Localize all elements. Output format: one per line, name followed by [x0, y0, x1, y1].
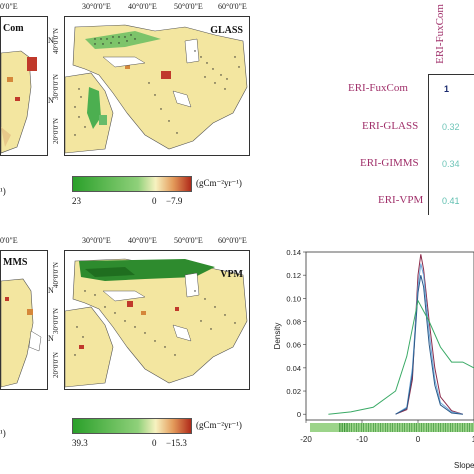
- lat-tick: 30°0'0"N: [52, 308, 60, 334]
- legend-zero-1: 0: [152, 196, 157, 206]
- matrix-cell: 1: [444, 84, 450, 94]
- y-tick-label: 0: [297, 410, 301, 419]
- lat-tick: N: [48, 334, 54, 343]
- matrix-row-label: ERI-VPM: [378, 194, 424, 206]
- lon-tick-partial: 0'0"E: [0, 2, 18, 11]
- lon-tick-partial: 0'0"E: [0, 236, 18, 245]
- legend-colorbar-2: [72, 418, 192, 434]
- y-tick-label: 0.10: [286, 294, 301, 303]
- lat-tick: 30°0'0"N: [52, 74, 60, 100]
- lon-tick: 30°0'0"E: [82, 2, 111, 11]
- map-vpm: VPM: [64, 250, 250, 390]
- map-gimms-partial: MMS: [0, 250, 48, 390]
- lat-tick: N: [48, 36, 54, 45]
- legend-min-2: 39.3: [72, 438, 88, 448]
- legend-min-1: 23: [72, 196, 81, 206]
- x-tick-label: -20: [300, 435, 312, 444]
- unit-partial-bottom: ¹): [0, 428, 6, 438]
- x-tick-label: -10: [356, 435, 368, 444]
- map-label-vpm: VPM: [220, 269, 243, 280]
- x-tick-label: 0: [416, 435, 421, 444]
- lon-tick: 60°0'0"E: [218, 2, 247, 11]
- lat-tick: 40°0'0"N: [52, 28, 60, 54]
- lon-tick: 60°0'0"E: [218, 236, 247, 245]
- matrix-cell: 0.32: [442, 122, 460, 132]
- density-series-line: [395, 263, 463, 415]
- legend-max-1: −7.9: [166, 196, 183, 206]
- density-series-line: [395, 275, 463, 415]
- y-tick-label: 0.02: [286, 387, 301, 396]
- matrix-cell: 0.34: [442, 159, 460, 169]
- legend-zero-2: 0: [152, 438, 157, 448]
- lat-tick: 20°0'0"N: [52, 118, 60, 144]
- matrix-col-header: ERI-FuxCom: [434, 4, 446, 64]
- matrix-cell: 0.41: [442, 196, 460, 206]
- lat-tick: N: [48, 96, 54, 105]
- rug-band: [310, 423, 474, 432]
- y-tick-label: 0.08: [286, 318, 301, 327]
- map-fuxcom-partial: Com: [0, 16, 48, 156]
- legend-unit-2: (gCm⁻²yr⁻¹): [196, 420, 242, 430]
- matrix-border: [428, 74, 474, 215]
- unit-partial-top: ¹): [0, 186, 6, 196]
- lon-tick: 40°0'0"E: [128, 236, 157, 245]
- y-axis-label: Density: [273, 323, 282, 350]
- density-chart: 0 0.02 0.04 0.06 0.08 0.10 0.12 0.14 -20 -10 0 1 Den…: [273, 248, 474, 470]
- legend-max-2: −15.3: [166, 438, 187, 448]
- y-tick-label: 0.04: [286, 364, 301, 373]
- density-series-line: [395, 254, 463, 415]
- map-label-glass: GLASS: [210, 25, 243, 36]
- map-label-gimms: MMS: [3, 257, 28, 268]
- y-tick-label: 0.14: [286, 248, 301, 257]
- map-label-fuxcom: Com: [3, 23, 24, 34]
- plot-area: [305, 251, 474, 421]
- lon-tick: 50°0'0"E: [174, 2, 203, 11]
- x-axis-label: Slope (g: [454, 461, 474, 470]
- lon-tick: 40°0'0"E: [128, 2, 157, 11]
- matrix-row-label: ERI-GLASS: [362, 120, 419, 132]
- matrix-row-label: ERI-FuxCom: [348, 82, 408, 94]
- lat-tick: 20°0'0"N: [52, 352, 60, 378]
- matrix-row-label: ERI-GIMMS: [360, 157, 419, 169]
- lon-tick: 50°0'0"E: [174, 236, 203, 245]
- lon-tick: 30°0'0"E: [82, 236, 111, 245]
- map-glass: GLASS: [64, 16, 250, 156]
- y-tick-label: 0.06: [286, 341, 301, 350]
- density-series-line: [328, 299, 474, 415]
- lat-tick: 40°0'0"N: [52, 262, 60, 288]
- legend-unit-1: (gCm⁻²yr⁻¹): [196, 178, 242, 188]
- y-tick-label: 0.12: [286, 271, 301, 280]
- lat-tick: N: [48, 286, 54, 295]
- x-tick-label: 1: [472, 435, 474, 444]
- legend-colorbar-1: [72, 176, 192, 192]
